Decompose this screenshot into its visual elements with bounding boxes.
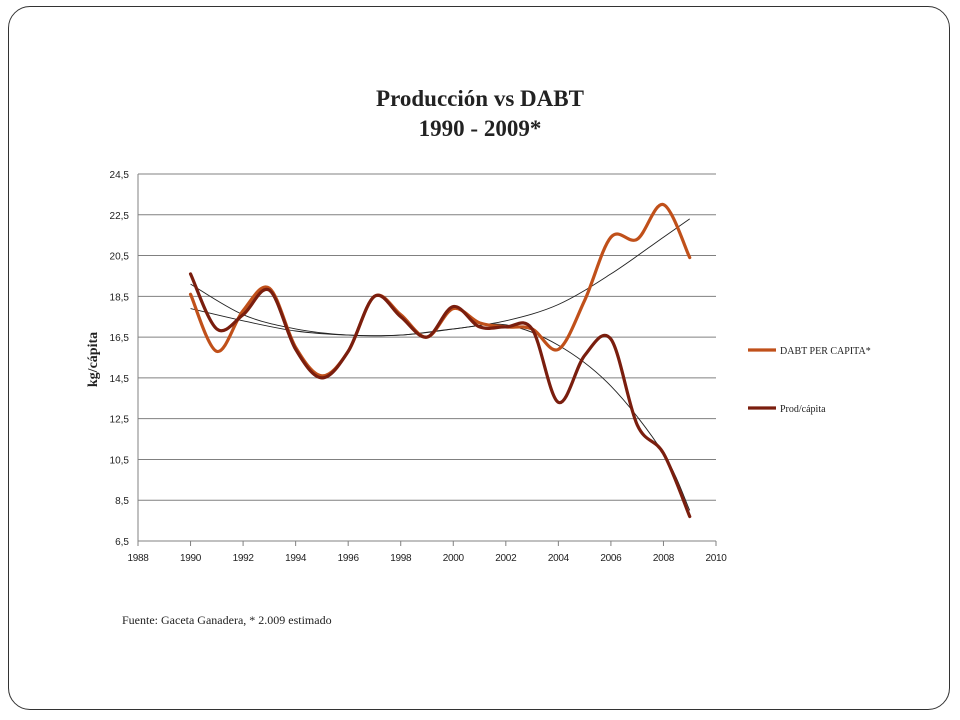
y-tick-label: 6,5 (115, 537, 129, 548)
x-tick-label: 1994 (285, 553, 307, 564)
source-note: Fuente: Gaceta Ganadera, * 2.009 estimad… (122, 613, 332, 627)
x-tick-label: 2006 (600, 553, 622, 564)
y-tick-label: 12,5 (110, 415, 130, 426)
y-tick-label: 20,5 (110, 252, 130, 263)
y-tick-label: 22,5 (110, 211, 130, 222)
y-axis-label: kg/cápita (86, 332, 101, 387)
slide-frame (8, 6, 950, 710)
x-tick-label: 1996 (338, 553, 360, 564)
y-tick-label: 18,5 (110, 292, 130, 303)
x-tick-label: 2008 (653, 553, 675, 564)
legend-label: DABT PER CAPITA* (780, 346, 871, 357)
y-tick-label: 24,5 (110, 170, 130, 181)
x-tick-label: 1998 (390, 553, 412, 564)
legend-label: Prod/cápita (780, 404, 826, 415)
x-tick-label: 1988 (127, 553, 149, 564)
y-tick-label: 16,5 (110, 333, 130, 344)
x-tick-label: 2002 (495, 553, 517, 564)
x-tick-label: 2010 (705, 553, 727, 564)
chart-title-line2: 1990 - 2009* (418, 116, 542, 141)
trendline (190, 218, 690, 337)
x-tick-label: 2000 (443, 553, 465, 564)
series-line-2 (188, 272, 692, 519)
x-tick-label: 1992 (233, 553, 255, 564)
y-tick-label: 14,5 (110, 374, 130, 385)
y-tick-label: 8,5 (115, 496, 129, 507)
x-tick-label: 2004 (548, 553, 570, 564)
x-tick-label: 1990 (180, 553, 202, 564)
y-tick-label: 10,5 (110, 455, 130, 466)
chart-title-line1: Producción vs DABT (376, 86, 584, 111)
trendline (190, 283, 691, 511)
